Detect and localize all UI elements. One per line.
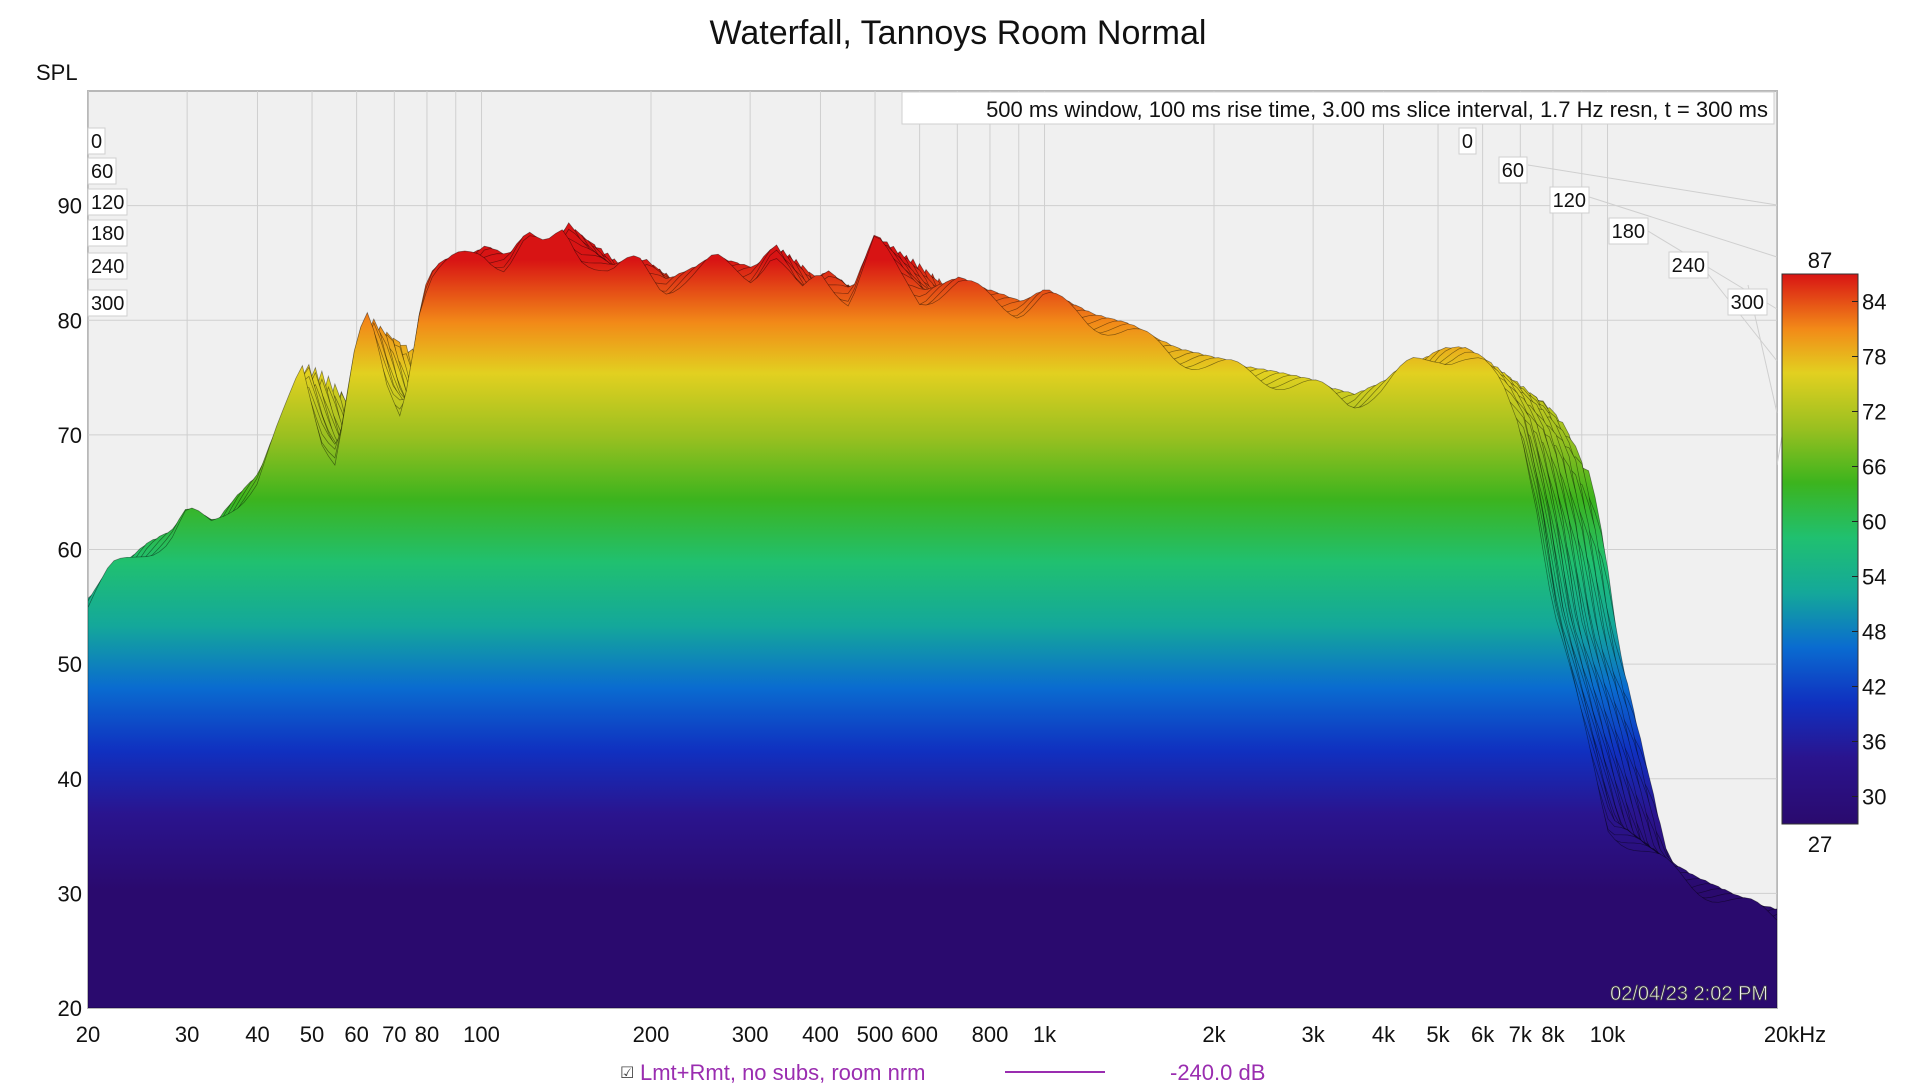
y-tick-label-4: 60: [58, 538, 82, 563]
x-tick-label-21: 8k: [1541, 1022, 1565, 1047]
legend-value-label: -240.0 dB: [1170, 1060, 1265, 1085]
colorbar-tick-label-0: 84: [1862, 290, 1886, 315]
x-tick-label-8: 200: [633, 1022, 670, 1047]
colorbar-tick-label-6: 48: [1862, 620, 1886, 645]
time-label-right-1: 60: [1502, 160, 1524, 182]
legend-checkbox[interactable]: ☑: [620, 1063, 634, 1082]
colorbar-tick-label-2: 72: [1862, 400, 1886, 425]
x-tick-label-4: 60: [344, 1022, 368, 1047]
colorbar: [1781, 273, 1859, 825]
waterfall-slices: [88, 222, 1777, 1008]
time-perspective-line-0: [1527, 164, 1778, 206]
legend: ☑ Lmt+Rmt, no subs, room nrm -240.0 dB: [620, 1060, 1265, 1085]
x-tick-label-1: 30: [175, 1022, 199, 1047]
x-tick-label-12: 600: [901, 1022, 938, 1047]
x-tick-label-0: 20: [76, 1022, 100, 1047]
time-perspective-line-1: [1582, 194, 1778, 258]
x-tick-label-3: 50: [300, 1022, 324, 1047]
colorbar-tick-label-5: 54: [1862, 565, 1886, 590]
time-label-left-box-4: [87, 252, 128, 280]
colorbar-min-label: 27: [1808, 832, 1832, 857]
time-label-right-5: 300: [1731, 292, 1764, 314]
time-axis-labels-left: 0 60 120 180 240 300: [87, 127, 128, 317]
time-label-left-2: 120: [91, 192, 124, 214]
time-label-left-box-1: [87, 157, 117, 185]
time-label-right-3: 180: [1612, 221, 1645, 243]
time-label-left-box-0: [87, 127, 106, 155]
time-label-right-box-5: [1727, 288, 1768, 316]
y-axis-label: SPL: [36, 60, 78, 85]
y-axis-ticks: 20 30 40 50 60 70 80 90: [58, 194, 82, 1021]
y-tick-label-6: 80: [58, 308, 82, 333]
time-label-right-box-0: [1458, 127, 1477, 155]
time-label-left-box-2: [87, 188, 128, 216]
legend-series-label: Lmt+Rmt, no subs, room nrm: [640, 1060, 925, 1085]
x-tick-label-5: 70: [382, 1022, 406, 1047]
x-tick-label-9: 300: [732, 1022, 769, 1047]
colorbar-tick-label-4: 60: [1862, 510, 1886, 535]
y-tick-label-7: 90: [58, 194, 82, 219]
time-label-left-5: 300: [91, 293, 124, 315]
time-label-left-3: 180: [91, 223, 124, 245]
waterfall-slice-0: [88, 229, 1777, 1008]
time-label-right-box-1: [1498, 156, 1528, 184]
time-label-right-box-3: [1608, 217, 1649, 245]
x-tick-label-13: 800: [972, 1022, 1009, 1047]
timestamp: 02/04/23 2:02 PM: [1610, 983, 1768, 1005]
x-tick-label-10: 400: [802, 1022, 839, 1047]
time-label-left-box-3: [87, 219, 128, 247]
colorbar-tick-label-9: 30: [1862, 785, 1886, 810]
colorbar-tick-label-3: 66: [1862, 455, 1886, 480]
colorbar-tick-label-7: 42: [1862, 675, 1886, 700]
y-tick-label-2: 40: [58, 767, 82, 792]
time-label-left-4: 240: [91, 256, 124, 278]
time-label-left-1: 60: [91, 161, 113, 183]
x-tick-label-19: 6k: [1471, 1022, 1495, 1047]
time-label-right-box-2: [1549, 186, 1590, 214]
x-tick-label-15: 2k: [1202, 1022, 1226, 1047]
x-axis-ticks: 20 30 40 50 60 70 80 100 200 300 400 500 600 800 1k 2k 3…: [76, 1022, 1826, 1047]
time-label-left-0: 0: [91, 131, 102, 153]
time-label-right-2: 120: [1553, 190, 1586, 212]
colorbar-tick-label-1: 78: [1862, 345, 1886, 370]
y-tick-label-3: 50: [58, 652, 82, 677]
colorbar-ticks: 84 78 72 66 60 54 48 42 36 30: [1852, 290, 1886, 810]
x-tick-label-22: 10k: [1590, 1022, 1626, 1047]
x-tick-label-7: 100: [463, 1022, 500, 1047]
time-label-left-box-5: [87, 289, 128, 317]
time-label-right-box-4: [1668, 251, 1709, 279]
colorbar-max-label: 87: [1808, 248, 1832, 273]
y-tick-label-1: 30: [58, 881, 82, 906]
x-tick-label-2: 40: [245, 1022, 269, 1047]
x-tick-label-6: 80: [415, 1022, 439, 1047]
y-tick-label-5: 70: [58, 423, 82, 448]
x-tick-label-20: 7k: [1509, 1022, 1533, 1047]
x-tick-label-18: 5k: [1426, 1022, 1450, 1047]
time-label-right-0: 0: [1462, 131, 1473, 153]
chart-title: Waterfall, Tannoys Room Normal: [710, 14, 1207, 52]
x-tick-label-23: 20kHz: [1764, 1022, 1826, 1047]
settings-annotation: 500 ms window, 100 ms rise time, 3.00 ms…: [986, 97, 1768, 122]
annotation-box: [901, 91, 1775, 125]
x-tick-label-14: 1k: [1033, 1022, 1057, 1047]
time-label-right-4: 240: [1672, 255, 1705, 277]
x-tick-label-11: 500: [857, 1022, 894, 1047]
x-tick-label-17: 4k: [1372, 1022, 1396, 1047]
x-tick-label-16: 3k: [1302, 1022, 1326, 1047]
y-tick-label-0: 20: [58, 996, 82, 1021]
colorbar-tick-label-8: 36: [1862, 730, 1886, 755]
time-axis-labels-right: 0 60 120 180 240 300: [1458, 127, 1768, 316]
